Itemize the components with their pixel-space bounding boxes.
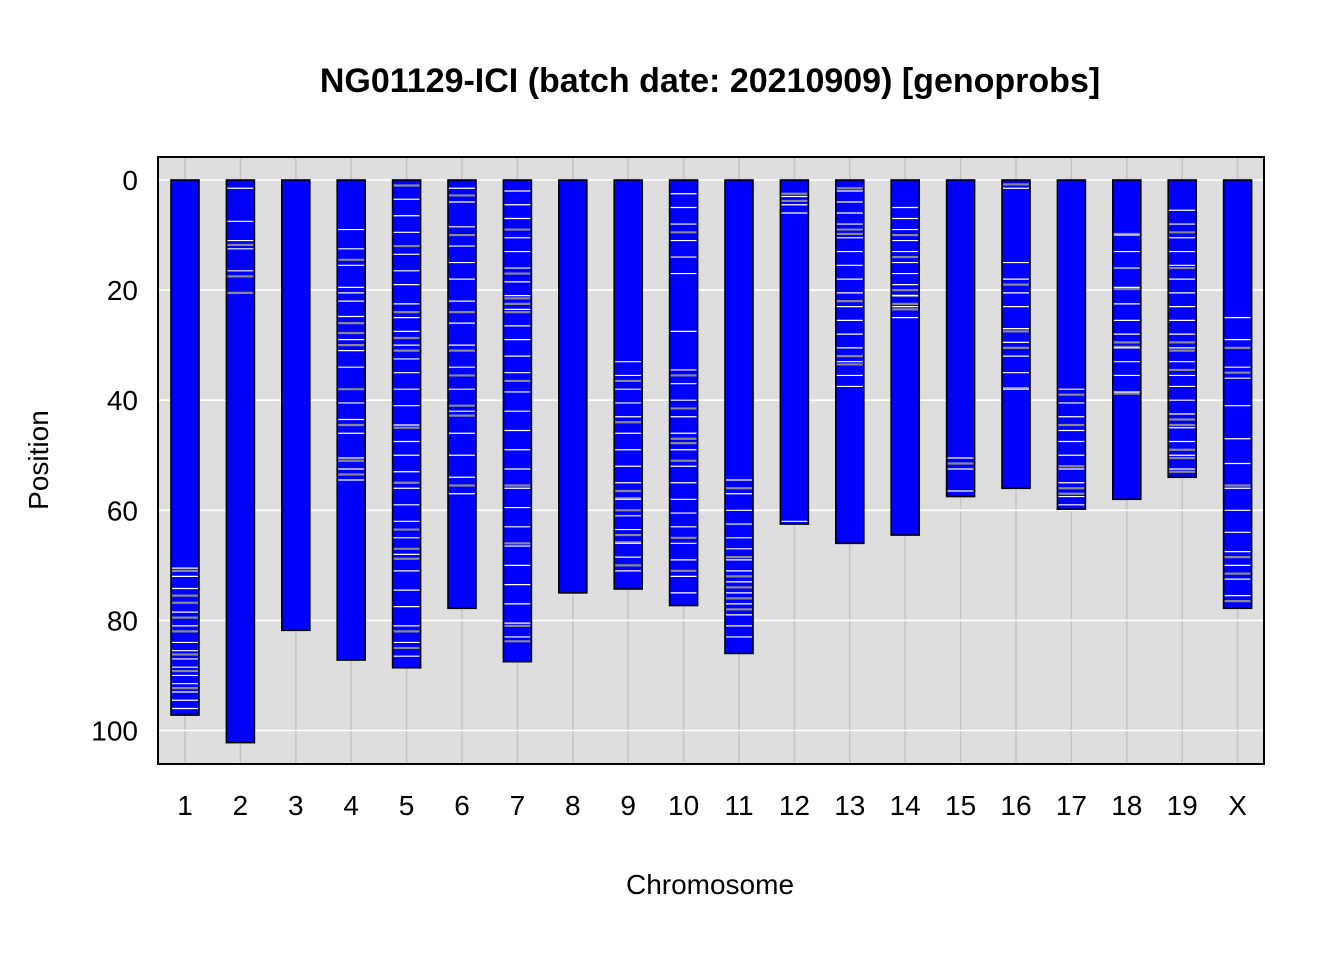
chromosome-outline [170, 179, 200, 716]
chromosome-X [1222, 179, 1253, 610]
chromosome-bar [725, 180, 753, 654]
x-tick-label: 19 [1167, 790, 1198, 821]
chromosome-bar [946, 180, 975, 497]
chromosome-bar [226, 180, 255, 743]
chromosome-15 [945, 179, 976, 498]
chromosome-outline [391, 179, 422, 669]
chromosome-10 [668, 179, 699, 607]
chromosome-bar [1223, 180, 1252, 609]
chromosome-outline [336, 179, 367, 661]
chromosome-outline [557, 179, 588, 594]
chromosome-bar [780, 180, 809, 525]
x-tick-label: 18 [1111, 790, 1142, 821]
chart-title: NG01129-ICI (batch date: 20210909) [geno… [320, 62, 1100, 100]
chromosome-outline [1167, 179, 1197, 479]
chromosome-bar [1002, 180, 1030, 489]
y-tick-label: 80 [107, 605, 138, 636]
chromosome-outline [502, 179, 533, 663]
y-axis-ticks: 0 20 40 60 80 100 [91, 165, 138, 747]
chromosome-outline [613, 179, 644, 590]
chromosome-outline [779, 179, 810, 525]
plot-panel [158, 157, 1264, 764]
y-tick-label: 0 [122, 165, 138, 196]
y-tick-label: 20 [107, 275, 138, 306]
x-tick-label: 7 [510, 790, 526, 821]
chromosome-outline [1112, 179, 1142, 501]
chromosome-outline [225, 179, 256, 744]
chromosome-bar [891, 180, 920, 536]
chromosome-9 [613, 179, 644, 590]
chromosome-bar [1057, 180, 1086, 510]
x-tick-label: 11 [724, 790, 753, 821]
x-tick-label: 14 [890, 790, 921, 821]
chromosome-4 [336, 179, 367, 661]
x-tick-label: 15 [945, 790, 976, 821]
x-tick-label: 1 [177, 790, 193, 821]
chromosome-16 [1001, 179, 1031, 490]
chromosome-6 [447, 179, 477, 610]
chromosome-1 [170, 179, 200, 716]
chromosome-7 [502, 179, 533, 663]
x-tick-label: 6 [454, 790, 470, 821]
chromosome-18 [1112, 179, 1142, 501]
x-tick-label: 2 [233, 790, 249, 821]
chromosome-bar [171, 180, 199, 716]
chromosome-bar [614, 180, 643, 590]
chromosome-bar [503, 180, 532, 662]
x-tick-label: 9 [620, 790, 636, 821]
chromosome-19 [1167, 179, 1197, 479]
x-axis-ticks: 1 2 3 4 5 6 7 8 9 10 11 12 13 14 15 16 17 18 19 X [177, 790, 1247, 821]
chromosome-14 [890, 179, 921, 536]
chromosome-bar [448, 180, 476, 609]
chromosome-13 [834, 179, 865, 545]
chromosome-bar [281, 180, 310, 631]
chromosome-bar [392, 180, 421, 668]
x-tick-label: 3 [288, 790, 304, 821]
x-tick-label: 10 [668, 790, 699, 821]
chromosome-12 [779, 179, 810, 525]
chromosome-2 [225, 179, 256, 744]
x-tick-label: 12 [779, 790, 810, 821]
chromosome-outline [447, 179, 477, 610]
y-tick-label: 100 [91, 716, 138, 747]
chromosome-bar [1112, 180, 1141, 500]
y-tick-label: 40 [107, 385, 138, 416]
x-tick-label: 8 [565, 790, 581, 821]
chromosome-outline [280, 179, 311, 632]
y-tick-label: 60 [107, 495, 138, 526]
y-axis-label: Position [23, 410, 54, 510]
chromosome-bars [170, 179, 1253, 744]
chromosome-outline [1222, 179, 1253, 610]
x-tick-label: 13 [834, 790, 865, 821]
x-tick-label: 17 [1056, 790, 1087, 821]
chromosome-outline [890, 179, 921, 536]
chromosome-11 [724, 179, 754, 655]
chromosome-bar [558, 180, 587, 593]
chromosome-8 [557, 179, 588, 594]
chromosome-outline [1001, 179, 1031, 490]
chromosome-17 [1056, 179, 1087, 510]
chromosome-bar [669, 180, 698, 606]
chromosome-3 [280, 179, 311, 632]
chromosome-outline [1056, 179, 1087, 510]
x-tick-label: X [1228, 790, 1247, 821]
x-axis-label: Chromosome [626, 869, 794, 900]
chromosome-outline [945, 179, 976, 498]
chromosome-outline [668, 179, 699, 607]
x-tick-label: 16 [1000, 790, 1031, 821]
chromosome-5 [391, 179, 422, 669]
plot-frame [157, 156, 1265, 765]
x-tick-label: 5 [399, 790, 415, 821]
chromosome-outline [834, 179, 865, 545]
chromosome-outline [724, 179, 754, 655]
x-tick-label: 4 [343, 790, 359, 821]
